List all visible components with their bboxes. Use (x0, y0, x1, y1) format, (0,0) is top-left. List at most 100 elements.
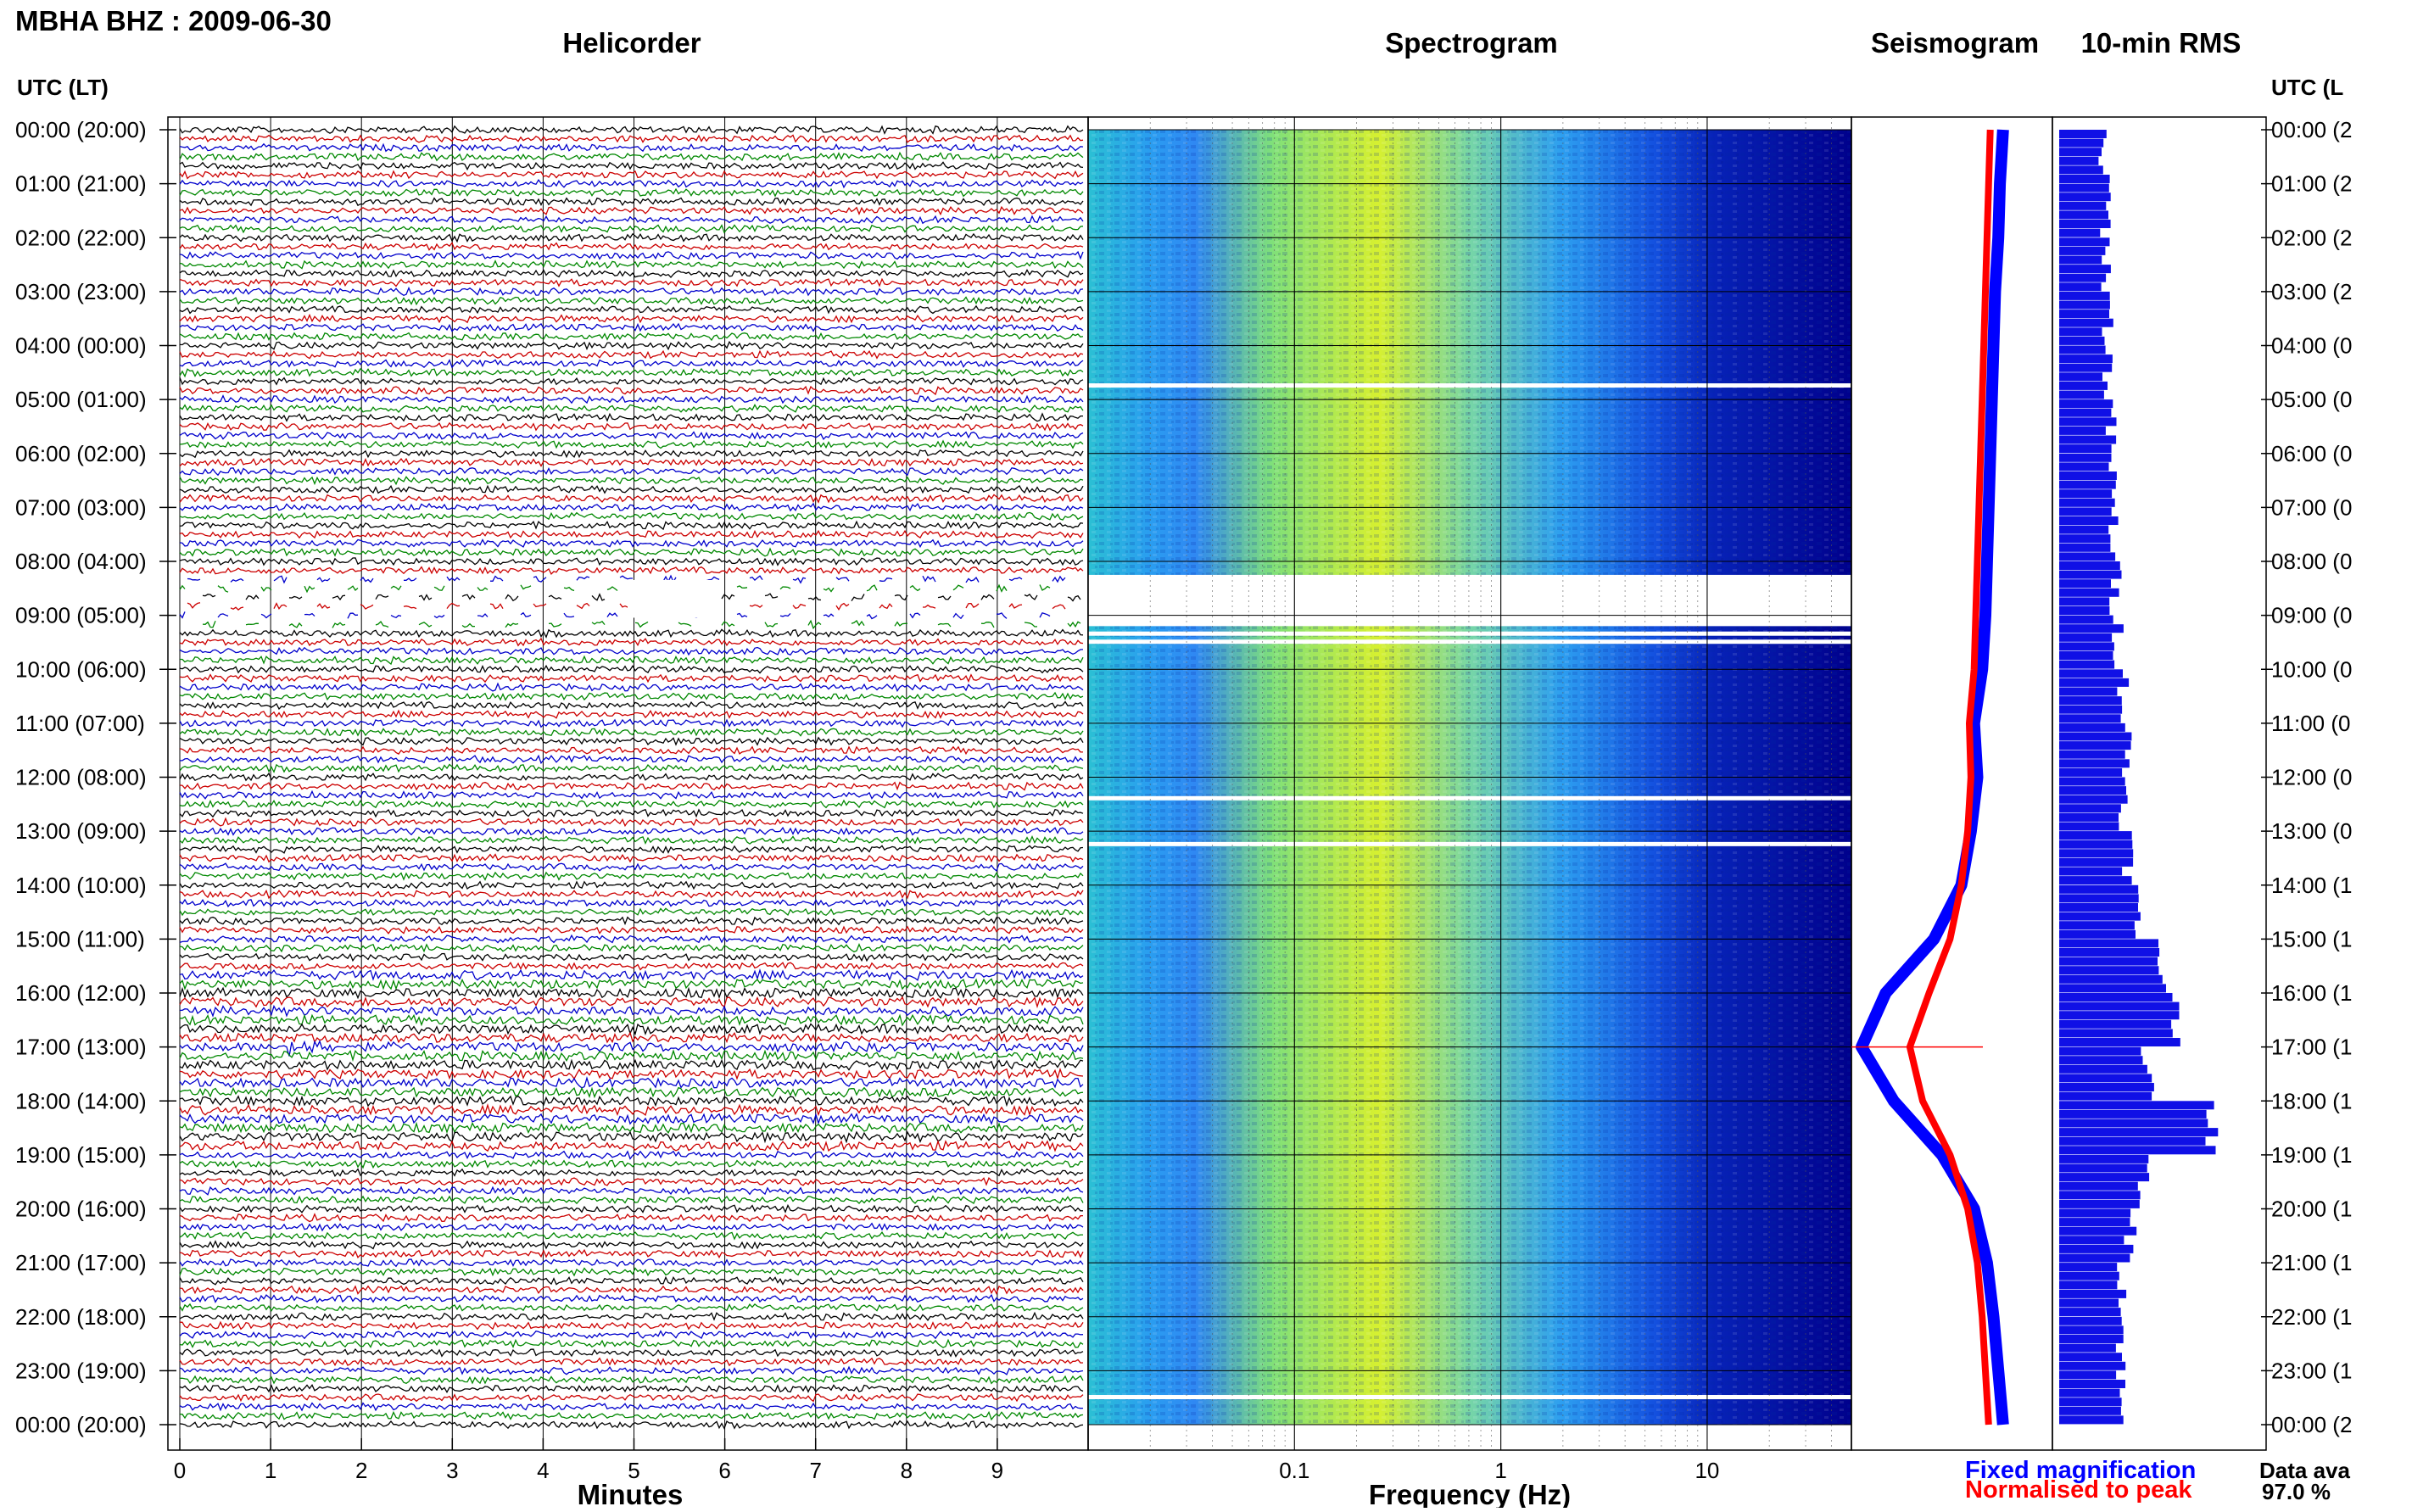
rms-bar (2059, 767, 2123, 777)
rms-bar (2059, 372, 2102, 382)
helicorder-trace (179, 367, 1084, 378)
rms-bar (2059, 1119, 2208, 1128)
time-label-left: 06:00 (02:00) (15, 441, 147, 466)
helicorder-trace (202, 619, 1081, 630)
rms-bar (2059, 1173, 2150, 1182)
rms-bar (2059, 1343, 2116, 1353)
seismogram-title: Seismogram (1871, 27, 2039, 59)
helicorder-trace (179, 1076, 1084, 1090)
helicorder-trace (179, 1285, 1084, 1296)
helicorder-trace (179, 789, 1084, 800)
rms-bar (2059, 282, 2102, 292)
rms-bar (2059, 327, 2102, 337)
minute-tick-label: 2 (355, 1458, 367, 1483)
time-label-right: 21:00 (1 (2271, 1250, 2352, 1275)
helicorder-gap (628, 579, 721, 618)
helicorder-trace (179, 736, 1084, 746)
rms-bar (2059, 1074, 2152, 1083)
rms-bar (2059, 687, 2118, 696)
rms-bar (2059, 705, 2123, 714)
helicorder-trace (179, 304, 1084, 315)
time-label-left: 14:00 (10:00) (15, 873, 147, 898)
helicorder-trace (179, 215, 1084, 225)
helicorder-trace (179, 978, 1084, 990)
rms-bar (2059, 1335, 2124, 1343)
rms-bar (2059, 786, 2126, 795)
rms-bar (2059, 624, 2124, 633)
rms-bar (2059, 345, 2106, 354)
spectrogram-dropout (1088, 631, 1851, 636)
spectrogram-title: Spectrogram (1385, 27, 1558, 59)
helicorder-trace (179, 340, 1084, 351)
helicorder-trace (179, 1267, 1084, 1277)
helicorder-trace (179, 232, 1084, 243)
helicorder-trace (179, 907, 1084, 917)
time-label-right: 23:00 (1 (2271, 1358, 2352, 1383)
helicorder-trace (179, 1410, 1084, 1421)
utc-left-header: UTC (LT) (17, 75, 109, 100)
helicorder-trace (179, 1186, 1084, 1196)
helicorder-trace (179, 494, 1084, 504)
rms-bar (2059, 291, 2110, 300)
helicorder-trace (179, 925, 1084, 935)
helicorder-trace (179, 996, 1084, 1009)
helicorder-trace (179, 826, 1084, 836)
rms-bar (2059, 884, 2139, 894)
helicorder-trace (179, 250, 1084, 260)
rms-frame (2052, 116, 2267, 1451)
rms-bar (2059, 812, 2119, 822)
helicorder-trace (179, 1102, 1084, 1117)
helicorder-trace (179, 385, 1084, 396)
helicorder-trace (179, 968, 1084, 981)
helicorder-trace (179, 1195, 1084, 1205)
time-label-left: 19:00 (15:00) (15, 1142, 147, 1168)
rms-bar (2059, 175, 2110, 183)
rms-bar (2059, 336, 2105, 345)
rms-bar (2059, 228, 2101, 237)
minute-tick-label: 5 (628, 1458, 639, 1483)
time-label-left: 21:00 (17:00) (15, 1250, 147, 1275)
helicorder-trace (179, 1258, 1084, 1268)
helicorder-trace (179, 845, 1084, 854)
rms-bar (2059, 1280, 2118, 1290)
rms-bar (2059, 857, 2134, 867)
time-label-left: 17:00 (13:00) (15, 1035, 147, 1060)
rms-bar (2059, 1325, 2124, 1335)
time-label-left: 18:00 (14:00) (15, 1088, 147, 1113)
time-label-right: 13:00 (0 (2271, 818, 2352, 844)
time-label-left: 12:00 (08:00) (15, 765, 147, 790)
rms-bar (2059, 1208, 2131, 1218)
rms-bar (2059, 408, 2112, 417)
helicorder-trace (179, 511, 1084, 522)
rms-bar (2059, 660, 2115, 669)
time-label-left: 16:00 (12:00) (15, 980, 147, 1006)
time-label-left: 13:00 (09:00) (15, 818, 147, 844)
rms-bar (2059, 561, 2120, 570)
normalised-curve (1906, 129, 1994, 1426)
helicorder-trace (179, 467, 1084, 477)
rms-bar (2059, 669, 2123, 678)
helicorder-trace (179, 286, 1084, 297)
rms-bar (2059, 453, 2112, 462)
helicorder-trace (179, 1031, 1084, 1044)
helicorder-trace (179, 1365, 1084, 1375)
rms-bar (2059, 974, 2163, 984)
time-label-right: 10:00 (0 (2271, 656, 2352, 682)
time-label-right: 09:00 (0 (2271, 603, 2352, 628)
rms-bar (2059, 876, 2132, 885)
helicorder-trace (179, 1420, 1084, 1431)
helicorder-trace (179, 412, 1083, 422)
time-label-left: 20:00 (16:00) (15, 1197, 147, 1222)
time-label-right: 14:00 (1 (2271, 873, 2352, 898)
rms-bar (2059, 426, 2106, 435)
rms-bar (2059, 130, 2107, 138)
rms-bar (2059, 1289, 2127, 1298)
helicorder-trace (179, 728, 1084, 737)
rms-bar (2059, 1001, 2180, 1011)
helicorder-trace (179, 754, 1084, 765)
rms-bar (2059, 849, 2134, 858)
time-label-right: 12:00 (0 (2271, 765, 2352, 790)
rms-bar (2059, 435, 2117, 444)
helicorder-trace (179, 799, 1084, 809)
